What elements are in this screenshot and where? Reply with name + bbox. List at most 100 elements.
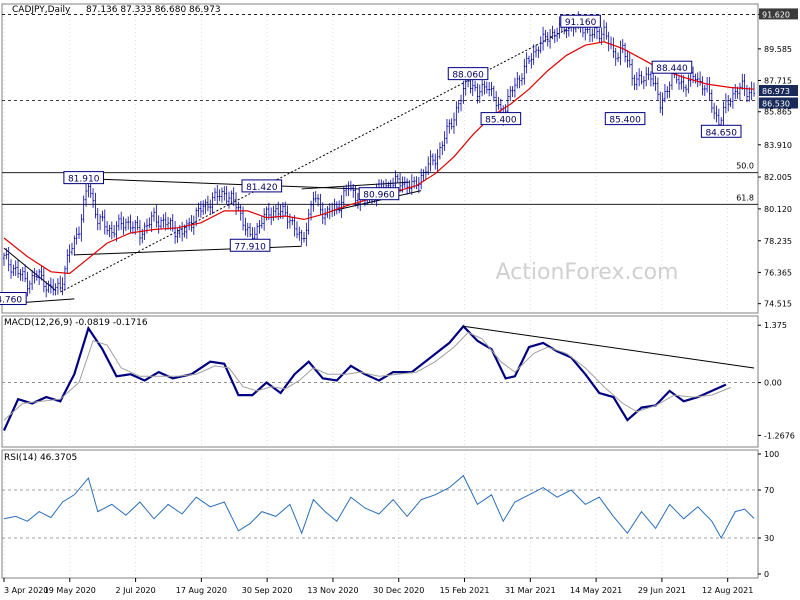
macd-trendline: [463, 325, 755, 369]
trendline: [60, 21, 581, 293]
price-tag-bg: [759, 8, 798, 20]
candle: [349, 180, 352, 192]
candle: [211, 192, 214, 214]
x-tick-label: 14 May 2021: [570, 586, 622, 595]
x-tick-label: 2 Jul 2020: [115, 586, 155, 595]
price-tag-label: 86.530: [762, 99, 790, 108]
candle: [286, 205, 289, 229]
candle: [176, 227, 179, 243]
candle: [73, 235, 76, 256]
candle: [443, 131, 446, 151]
candle: [539, 36, 542, 54]
x-tick-label: 30 Dec 2020: [373, 586, 424, 595]
annotation-box: [651, 60, 693, 74]
candle: [263, 208, 266, 231]
x-tick-label: 17 Aug 2020: [176, 586, 227, 595]
candle: [49, 277, 52, 294]
candle: [312, 191, 315, 212]
candle: [202, 200, 205, 215]
annotation-box: [560, 14, 601, 28]
candle: [685, 84, 688, 97]
candle: [748, 87, 751, 102]
candle: [342, 185, 345, 209]
annotation-label: 74.760: [0, 296, 22, 306]
candle: [628, 52, 631, 68]
candle: [295, 221, 298, 239]
candle: [24, 264, 27, 283]
candle: [305, 222, 308, 247]
candle: [45, 281, 48, 298]
candle: [157, 215, 160, 234]
candle: [213, 187, 216, 201]
rsi-panel-frame: [1, 449, 759, 579]
candle: [687, 74, 690, 94]
x-tick-label: 12 Aug 2021: [702, 586, 753, 595]
candle: [659, 91, 662, 113]
price-tag-bg: [759, 85, 798, 97]
price-annotation: 85.400: [480, 112, 522, 126]
candle: [223, 186, 226, 201]
price-tag: 86.530: [759, 97, 798, 109]
candle: [431, 153, 434, 166]
x-tick-label: 31 Mar 2021: [505, 586, 556, 595]
candle: [523, 58, 526, 85]
macd-title: MACD(12,26,9) -0.0819 -0.1716: [4, 318, 148, 328]
candle: [678, 74, 680, 90]
candle: [291, 217, 294, 226]
candle: [420, 168, 423, 190]
price-annotation: 77.910: [229, 238, 271, 252]
annotation-box: [700, 124, 742, 138]
annotation-box: [0, 292, 27, 306]
candle: [209, 199, 212, 214]
macd-y-tick-label: 0.00: [764, 379, 782, 388]
candle: [249, 223, 252, 238]
annotation-box: [480, 112, 522, 126]
candle: [338, 200, 341, 214]
candle: [727, 95, 730, 112]
candle: [654, 75, 657, 91]
candle: [26, 271, 29, 297]
candle: [715, 105, 718, 123]
candle: [652, 73, 655, 87]
candle: [513, 77, 516, 98]
candle: [340, 195, 343, 218]
candle: [663, 84, 666, 103]
macd-panel-frame: [1, 315, 759, 448]
candle: [537, 46, 540, 59]
candle: [190, 215, 193, 232]
annotation-box: [604, 112, 646, 126]
chart-title-ohlc: 87.136 87.333 86.680 86.973: [86, 5, 221, 15]
candle: [448, 119, 451, 134]
candle: [66, 249, 69, 274]
candle: [317, 194, 320, 207]
candle: [535, 44, 538, 58]
candle: [495, 91, 498, 114]
price-annotation: 74.760: [0, 292, 27, 306]
price-panel-frame: [1, 3, 759, 314]
candle: [324, 208, 327, 226]
candle: [356, 192, 359, 209]
macd-signal-line: [3, 331, 731, 421]
candle: [546, 31, 549, 47]
candle: [427, 156, 430, 176]
candle: [731, 87, 734, 109]
candle: [106, 221, 109, 235]
annotation-label: 77.910: [234, 242, 266, 252]
candle: [138, 219, 141, 246]
price-y-tick-label: 82.005: [764, 173, 792, 182]
candle: [717, 108, 720, 128]
rsi-y-tick-label: 0: [764, 570, 769, 579]
price-tag-label: 91.620: [762, 10, 790, 19]
annotation-box: [358, 187, 400, 201]
candle: [42, 267, 45, 293]
fib-level-label: 50.0: [736, 162, 754, 171]
candle: [21, 266, 24, 282]
fib-level-label: 61.8: [736, 193, 754, 202]
candle: [54, 283, 57, 296]
candle: [120, 211, 123, 230]
candle: [453, 112, 455, 134]
candle: [129, 214, 132, 233]
candle: [422, 169, 425, 182]
price-annotation: 88.060: [447, 67, 489, 81]
candle: [614, 47, 617, 66]
